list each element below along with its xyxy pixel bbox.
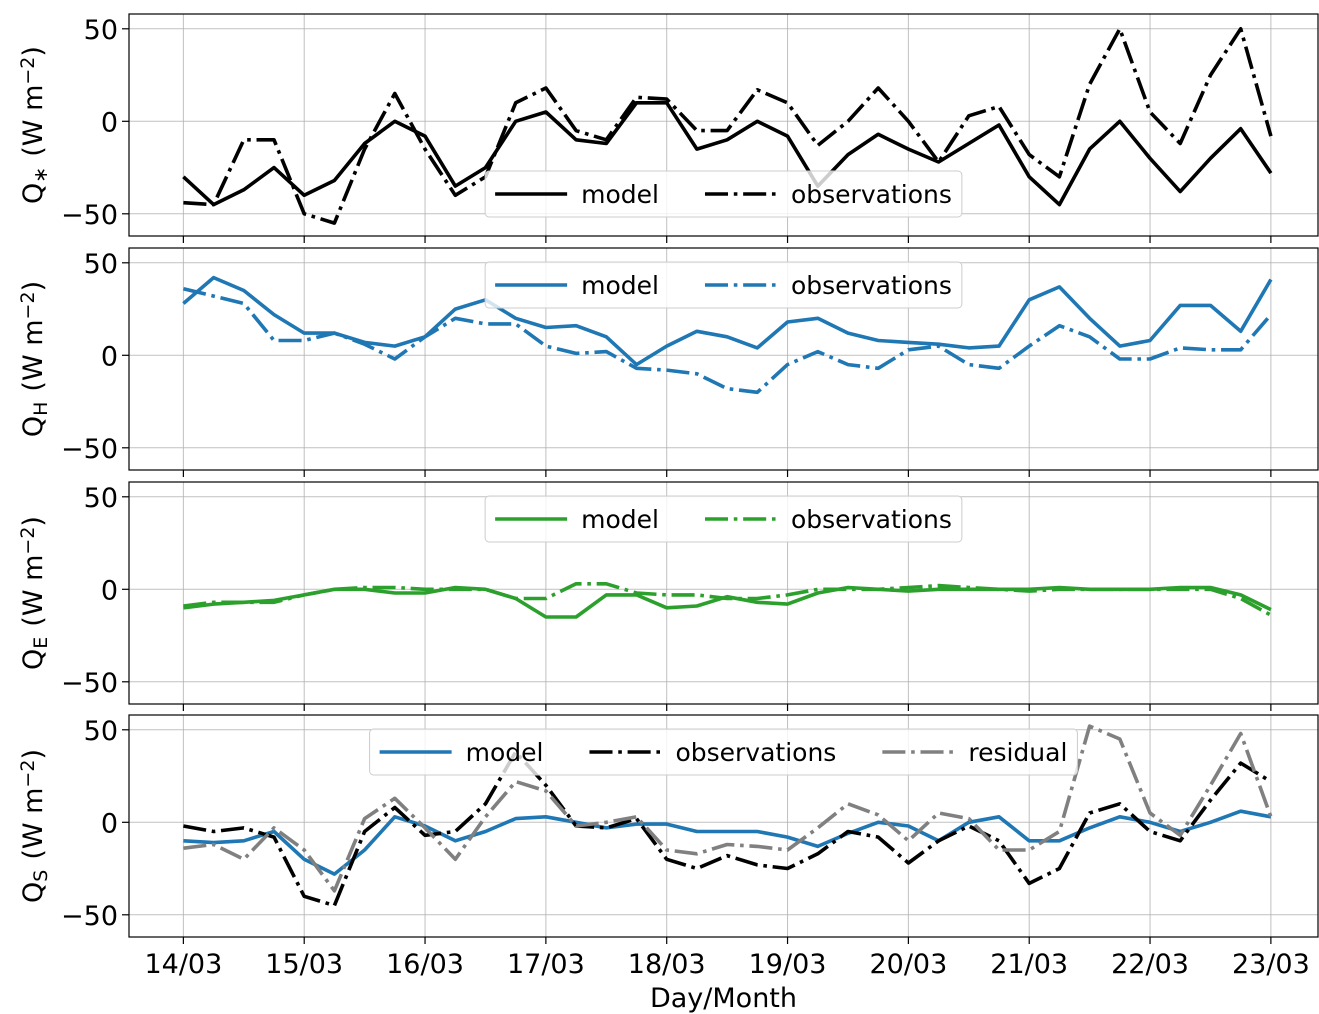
data-line	[183, 724, 1273, 893]
x-tick-label: 21/03	[990, 949, 1068, 980]
y-label-subscript: H	[30, 402, 52, 416]
y-axis-label: QE (W m−2)	[17, 516, 51, 670]
y-tick-label: 50	[84, 249, 118, 280]
legend-label: model	[581, 180, 659, 209]
x-axis-label: Day/Month	[650, 983, 797, 1014]
y-label-subscript: E	[30, 637, 52, 649]
lines	[183, 724, 1273, 908]
y-label-unit: (W m	[18, 788, 49, 860]
panel: −50 0 50 QE (W m−2) model observations	[17, 481, 1319, 711]
legend-label: observations	[791, 505, 952, 534]
y-tick-label: 0	[101, 107, 118, 138]
panel: 14/03 15/03 16/03 17/03 18/03 19/03 20/03 21/03…	[17, 714, 1319, 1014]
lines	[182, 27, 1273, 225]
legend: model observations	[484, 170, 963, 218]
y-tick-label: −50	[61, 901, 118, 932]
y-tick-label: 50	[84, 483, 118, 514]
y-tick-label: 0	[101, 808, 118, 839]
data-line	[183, 27, 1273, 225]
x-tick-label: 22/03	[1111, 949, 1189, 980]
y-axis-label: QS (W m−2)	[17, 749, 51, 903]
y-tick-label: −50	[61, 434, 118, 465]
y-axis-label: QH (W m−2)	[17, 281, 51, 437]
y-label-exponent: −2	[17, 527, 39, 555]
y-tick-label: −50	[61, 668, 118, 699]
x-tick-label: 18/03	[628, 949, 706, 980]
y-label-symbol: Q	[18, 882, 49, 903]
y-label-exponent: −2	[17, 57, 39, 85]
x-tick-label: 17/03	[507, 949, 585, 980]
y-label-symbol: Q	[18, 649, 49, 670]
data-line	[183, 750, 1272, 908]
plot-frame	[128, 13, 1319, 237]
y-label-unit: (W m	[18, 319, 49, 391]
y-label-exponent: −2	[17, 291, 39, 319]
lines	[182, 275, 1273, 395]
panel: −50 0 50 QH (W m−2) model observations	[17, 247, 1319, 477]
y-label-close: )	[18, 46, 49, 57]
legend-label: residual	[968, 738, 1067, 767]
plot-frame	[128, 481, 1319, 705]
lines	[183, 582, 1272, 619]
y-tick-label: 0	[101, 341, 118, 372]
legend-label: model	[581, 505, 659, 534]
x-tick-label: 16/03	[386, 949, 464, 980]
legend-box	[369, 728, 1078, 776]
y-label-unit: (W m	[18, 555, 49, 627]
y-tick-label: 0	[101, 575, 118, 606]
data-line	[182, 101, 1273, 207]
legend: model observations	[484, 495, 963, 543]
legend-label: model	[581, 271, 659, 300]
data-line	[183, 809, 1272, 876]
plot-frame	[128, 247, 1319, 471]
y-tick-label: 50	[84, 716, 118, 747]
legend: model observations residual	[369, 728, 1078, 776]
data-line	[183, 582, 1272, 617]
y-label-symbol: Q	[18, 416, 49, 437]
plot-frame	[128, 714, 1319, 938]
y-axis-label: Q∗ (W m−2)	[17, 46, 51, 204]
y-label-subscript: ∗	[30, 167, 52, 183]
legend-label: observations	[791, 180, 952, 209]
x-tick-label: 20/03	[869, 949, 947, 980]
x-tick-label: 23/03	[1232, 949, 1310, 980]
y-tick-label: −50	[61, 200, 118, 231]
legend-label: observations	[675, 738, 836, 767]
y-label-close: )	[18, 281, 49, 292]
y-label-exponent: −2	[17, 760, 39, 788]
y-tick-label: 50	[84, 15, 118, 46]
legend-label: model	[466, 738, 544, 767]
y-label-unit: (W m	[18, 85, 49, 157]
y-label-symbol: Q	[18, 183, 49, 204]
x-tick-label: 14/03	[144, 949, 222, 980]
legend: model observations	[484, 261, 963, 309]
legend-label: observations	[791, 271, 952, 300]
x-tick-label: 15/03	[265, 949, 343, 980]
y-label-subscript: S	[30, 870, 52, 882]
x-tick-label: 19/03	[749, 949, 827, 980]
y-label-close: )	[18, 749, 49, 760]
panel: −50 0 50 Q∗ (W m−2) model observations	[17, 13, 1319, 243]
y-label-close: )	[18, 516, 49, 527]
data-line	[183, 585, 1272, 619]
data-line	[182, 286, 1273, 395]
